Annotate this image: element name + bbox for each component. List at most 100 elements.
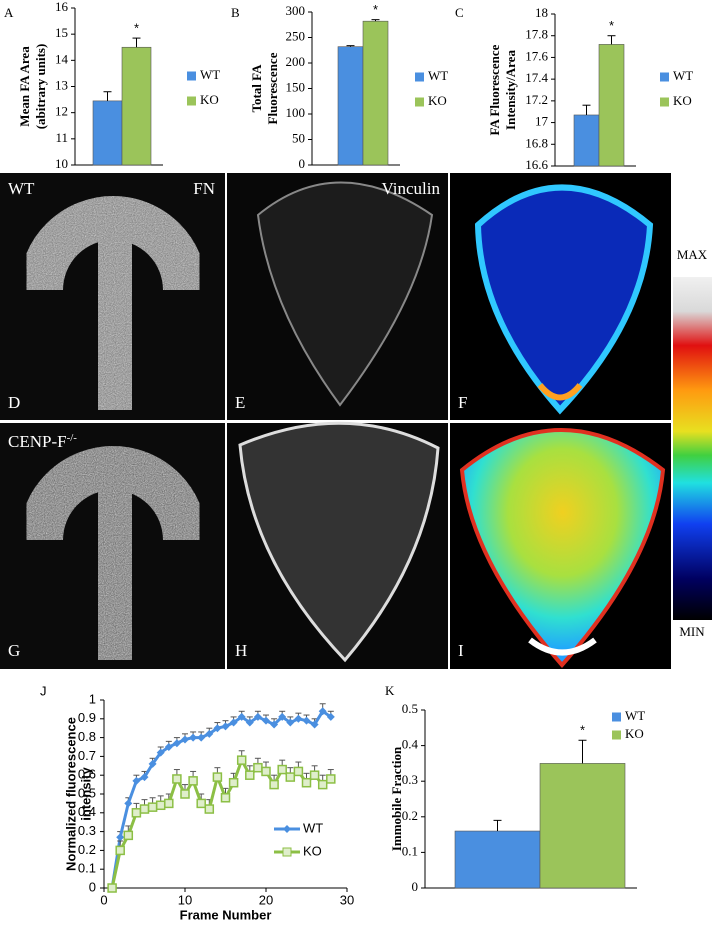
panel-letter: D [8,393,20,412]
y-tick-label: 17.6 [525,48,548,63]
y-tick-label: 16 [55,0,69,14]
y-tick-label: 0.2 [402,808,418,823]
heatmap-cell [474,184,654,415]
cell-outline [256,181,434,407]
marker [164,743,173,751]
y-tick-label: 0 [412,879,419,894]
marker [286,718,295,727]
marker [293,766,304,777]
significance: * [609,18,614,33]
y-tick-label: 16.6 [525,157,548,172]
y-tick-label: 0 [89,879,96,894]
y-tick-label: 18 [535,5,548,20]
bar [121,46,152,166]
marker [245,718,254,727]
microscopy-panels: WT FN Vinculin CENP-F-/- MAX MIN D E F G… [0,173,712,669]
y-tick-label: 10 [55,156,68,171]
marker [123,830,134,841]
marker [270,720,279,729]
significance: * [373,2,378,17]
marker [189,733,198,742]
scale-min: MIN [679,624,705,639]
heatmap-hotspot [537,383,583,401]
legend-label: WT [200,67,220,82]
marker [181,735,189,744]
panel-letter: F [458,393,467,412]
marker [188,776,198,786]
marker [228,777,239,788]
bar [539,763,626,889]
bar [454,830,541,889]
marker [326,712,335,721]
marker [326,774,336,784]
marker [285,772,296,782]
fn-pattern [19,196,207,660]
legend-label: WT [428,68,448,83]
marker [277,764,287,775]
y-tick-label: 15 [55,25,68,40]
marker [245,770,255,780]
marker [310,720,319,729]
y-tick-label: 14 [55,51,69,66]
y-tick-label: 0.3 [78,823,96,838]
bar [92,100,123,166]
series-line [110,709,332,889]
marker [229,718,238,727]
cell-outline [238,421,440,663]
y-tick-label: 0.5 [78,785,96,800]
marker [317,779,328,790]
y-tick-label: 17.8 [525,27,548,42]
y-axis-label: Fluorescence [265,52,280,124]
significance: * [134,21,139,36]
y-tick-label: 0 [299,156,306,171]
scale-max: MAX [677,247,708,262]
y-tick-label: 13 [55,77,68,92]
marker [197,733,206,742]
marker [236,755,247,765]
y-tick-label: 0.8 [78,729,96,744]
marker [278,712,287,721]
marker [262,716,270,725]
colorbar [673,277,712,620]
y-tick-label: 0.1 [402,843,418,858]
panel-letter: I [458,641,464,660]
y-axis-label: Intensity/Area [503,50,518,130]
y-tick-label: 300 [286,3,306,18]
marker [204,804,215,814]
marker [116,833,125,842]
marker [148,759,157,768]
y-tick-label: 1 [89,691,96,706]
y-axis-label: intensity [78,767,93,821]
marker [147,802,158,812]
panel-letter: G [8,641,20,660]
legend-label: WT [625,708,645,723]
y-tick-label: 0.7 [78,748,96,763]
legend-marker [283,825,291,833]
y-axis-label: Normalized fluorescence [63,717,78,871]
marker [220,793,231,803]
marker [261,766,271,777]
x-tick-label: 10 [178,892,192,907]
y-tick-label: 250 [286,28,306,43]
legend-swatch [415,97,424,107]
bar [598,44,625,167]
marker [131,808,142,818]
y-tick-label: 0.6 [78,767,96,782]
marker [302,716,311,725]
y-tick-label: 17.4 [525,70,548,85]
marker [139,804,150,814]
panel-letter: C [455,5,464,20]
panel-letter: K [385,683,395,698]
marker [237,712,246,721]
legend-label: KO [428,93,447,108]
y-tick-label: 11 [55,130,68,145]
panel-letter: J [40,683,47,698]
y-tick-label: 0.4 [402,737,419,752]
legend-swatch [612,712,621,722]
heatmap-hotspot [528,637,597,656]
y-axis-label: Immobile Fraction [389,746,404,851]
bar [362,20,389,166]
x-tick-label: 0 [100,892,107,907]
marker [172,739,181,748]
bar [573,114,600,167]
